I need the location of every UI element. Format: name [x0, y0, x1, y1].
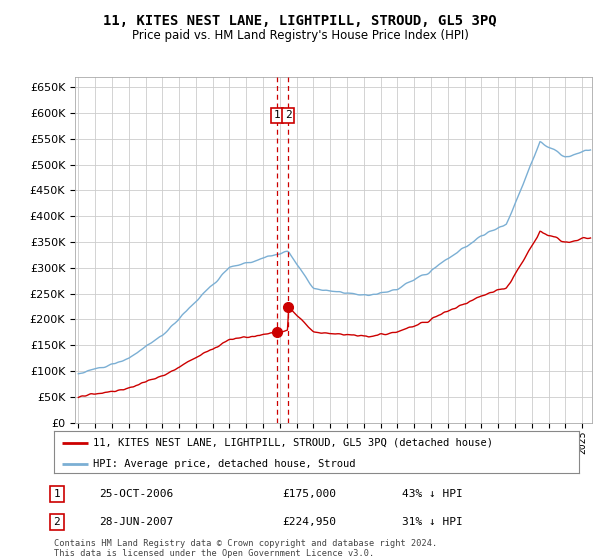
Text: HPI: Average price, detached house, Stroud: HPI: Average price, detached house, Stro…	[94, 459, 356, 469]
Text: Price paid vs. HM Land Registry's House Price Index (HPI): Price paid vs. HM Land Registry's House …	[131, 29, 469, 42]
Text: 28-JUN-2007: 28-JUN-2007	[99, 517, 173, 527]
Text: £224,950: £224,950	[282, 517, 336, 527]
Text: 11, KITES NEST LANE, LIGHTPILL, STROUD, GL5 3PQ: 11, KITES NEST LANE, LIGHTPILL, STROUD, …	[103, 14, 497, 28]
Text: Contains HM Land Registry data © Crown copyright and database right 2024.
This d: Contains HM Land Registry data © Crown c…	[54, 539, 437, 558]
Text: 11, KITES NEST LANE, LIGHTPILL, STROUD, GL5 3PQ (detached house): 11, KITES NEST LANE, LIGHTPILL, STROUD, …	[94, 437, 493, 447]
Text: 43% ↓ HPI: 43% ↓ HPI	[402, 489, 463, 499]
Text: 1: 1	[273, 110, 280, 120]
Text: £175,000: £175,000	[282, 489, 336, 499]
Text: 25-OCT-2006: 25-OCT-2006	[99, 489, 173, 499]
Text: 2: 2	[53, 517, 61, 527]
Text: 1: 1	[53, 489, 61, 499]
Text: 31% ↓ HPI: 31% ↓ HPI	[402, 517, 463, 527]
Text: 2: 2	[285, 110, 292, 120]
